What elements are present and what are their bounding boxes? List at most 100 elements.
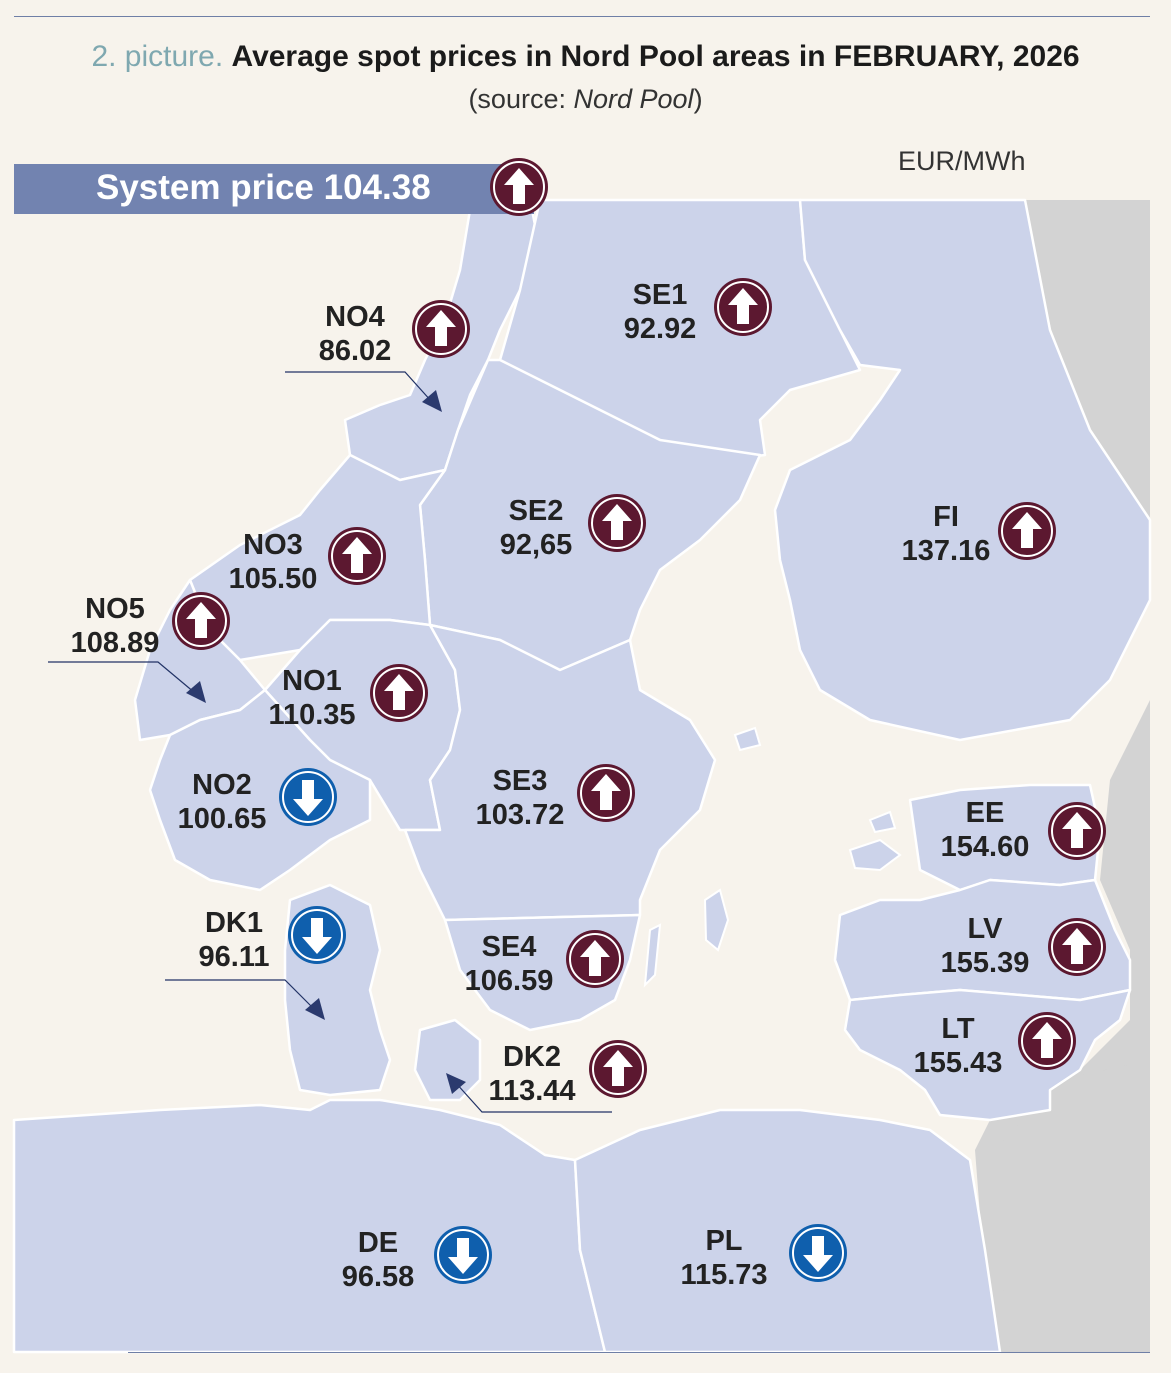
area-code-no2: NO2 <box>192 769 252 801</box>
pointer-dk2 <box>454 1081 612 1113</box>
area-dk2 <box>413 1018 482 1102</box>
se3-up-arrow-icon <box>577 764 635 822</box>
area-price-no1: 110.35 <box>268 699 356 731</box>
area-label-pl: PL 115.73 <box>624 1224 824 1292</box>
area-label-lt: LT 155.43 <box>858 1012 1058 1080</box>
pointer-no5 <box>48 661 196 694</box>
area-price-se1: 92.92 <box>623 313 697 345</box>
lv-up-arrow-icon <box>1048 918 1106 976</box>
system-price-label: System price 104.38 <box>96 168 431 207</box>
area-price-lt: 155.43 <box>913 1047 1003 1079</box>
area-pl <box>573 1108 1002 1354</box>
area-price-dk1: 96.11 <box>198 941 270 973</box>
belarus-ukraine-land <box>985 1060 1150 1352</box>
figure-title: 2. picture. Average spot prices in Nord … <box>0 40 1171 74</box>
system-price-up-arrow-icon <box>490 158 548 216</box>
area-label-no2: NO2 100.65 <box>122 768 322 836</box>
area-code-fi: FI <box>933 501 959 533</box>
pointer-dk1-head <box>305 998 325 1020</box>
area-price-de: 96.58 <box>341 1261 415 1293</box>
island-gotland <box>703 888 730 952</box>
source-name: Nord Pool <box>573 84 694 114</box>
area-code-se1: SE1 <box>632 279 688 311</box>
area-no2 <box>148 688 372 892</box>
area-code-se2: SE2 <box>508 495 564 527</box>
area-code-se3: SE3 <box>492 765 548 797</box>
island-aland <box>733 726 762 752</box>
area-price-lv: 155.39 <box>940 947 1030 979</box>
area-label-no5: NO5 108.89 <box>15 592 215 660</box>
area-label-se1: SE1 92.92 <box>560 278 760 346</box>
area-label-se4: SE4 106.59 <box>409 930 609 998</box>
area-label-no4: NO4 86.02 <box>255 300 455 368</box>
island-saaremaa <box>848 838 902 872</box>
area-price-no4: 86.02 <box>318 335 392 367</box>
figure-source: (source: Nord Pool) <box>0 84 1171 115</box>
area-price-se2: 92,65 <box>499 529 573 561</box>
se2-up-arrow-icon <box>588 494 646 552</box>
area-code-de: DE <box>357 1227 399 1259</box>
area-price-fi: 137.16 <box>901 535 991 567</box>
pointer-no4 <box>285 371 433 403</box>
area-code-dk1: DK1 <box>204 907 263 939</box>
area-price-se3: 103.72 <box>475 799 565 831</box>
area-label-no1: NO1 110.35 <box>212 664 412 732</box>
dk1-down-arrow-icon <box>288 906 346 964</box>
title-main: Average spot prices in Nord Pool areas i… <box>231 40 1080 73</box>
fi-up-arrow-icon <box>998 502 1056 560</box>
area-label-de: DE 96.58 <box>278 1226 478 1294</box>
area-code-pl: PL <box>705 1225 743 1257</box>
pointer-dk2-head <box>446 1073 466 1094</box>
unit-label: EUR/MWh <box>898 146 1026 176</box>
area-price-no5: 108.89 <box>70 627 160 659</box>
area-label-dk2: DK2 113.44 <box>432 1040 632 1108</box>
area-price-no3: 105.50 <box>228 563 318 595</box>
area-label-no3: NO3 105.50 <box>173 528 373 596</box>
de-down-arrow-icon <box>434 1226 492 1284</box>
area-label-lv: LV 155.39 <box>885 912 1085 980</box>
no3-up-arrow-icon <box>328 527 386 585</box>
area-price-dk2: 113.44 <box>488 1075 576 1107</box>
pointer-no5-head <box>186 681 206 703</box>
pl-down-arrow-icon <box>789 1224 847 1282</box>
area-code-no5: NO5 <box>85 593 145 625</box>
pointer-no4-head <box>422 390 442 412</box>
area-code-lv: LV <box>967 913 1003 945</box>
system-price-bar <box>14 164 534 214</box>
pointer-dk1 <box>165 979 316 1011</box>
se4-up-arrow-icon <box>566 930 624 988</box>
area-price-no2: 100.65 <box>177 803 267 835</box>
dk2-up-arrow-icon <box>589 1040 647 1098</box>
no2-down-arrow-icon <box>279 768 337 826</box>
no5-up-arrow-icon <box>172 592 230 650</box>
area-label-dk1: DK1 96.11 <box>134 906 334 974</box>
island-hiiumaa <box>868 810 897 834</box>
top-rule <box>14 16 1150 17</box>
area-code-dk2: DK2 <box>502 1041 561 1073</box>
russia-land <box>975 200 1150 1352</box>
area-code-se4: SE4 <box>481 931 537 963</box>
area-code-ee: EE <box>965 797 1005 829</box>
area-label-fi: FI 137.16 <box>846 500 1046 568</box>
area-price-ee: 154.60 <box>940 831 1030 863</box>
area-code-no1: NO1 <box>282 665 342 697</box>
area-code-lt: LT <box>941 1013 975 1045</box>
se1-up-arrow-icon <box>714 278 772 336</box>
area-label-se3: SE3 103.72 <box>420 764 620 832</box>
bottom-rule <box>128 1352 1150 1353</box>
area-code-no3: NO3 <box>243 529 303 561</box>
area-price-se4: 106.59 <box>464 965 554 997</box>
area-code-no4: NO4 <box>325 301 385 333</box>
ee-up-arrow-icon <box>1048 802 1106 860</box>
source-suffix: ) <box>693 84 703 114</box>
area-price-pl: 115.73 <box>680 1259 768 1291</box>
island-oland <box>643 923 662 988</box>
area-fi <box>773 198 1152 742</box>
area-label-se2: SE2 92,65 <box>436 494 636 562</box>
no4-up-arrow-icon <box>412 300 470 358</box>
title-prefix: 2. picture. <box>91 40 224 73</box>
lt-up-arrow-icon <box>1018 1012 1076 1070</box>
area-se3 <box>403 623 717 922</box>
